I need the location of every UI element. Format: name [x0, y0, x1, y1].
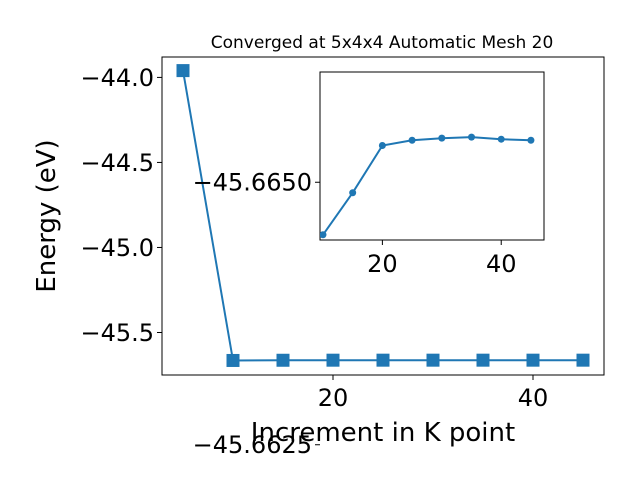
data-point — [226, 353, 240, 367]
x-tick-label: 40 — [486, 250, 517, 278]
main-series-markers — [176, 64, 590, 367]
data-point — [349, 189, 357, 197]
y-tick-label: −44.5 — [80, 149, 154, 177]
main-axis-ticks: 20 40 −44.0 −44.5 −45.0 −45.5 — [80, 64, 548, 412]
data-point — [576, 353, 590, 367]
data-point — [176, 64, 190, 78]
main-plot: Converged at 5x4x4 Automatic Mesh 20 20 4… — [32, 33, 605, 448]
data-point — [320, 231, 327, 239]
data-point — [378, 142, 386, 149]
data-point — [426, 353, 440, 367]
x-axis-label: Increment in K point — [251, 418, 515, 448]
data-point — [438, 134, 446, 142]
inset-plot-frame — [319, 71, 545, 241]
data-point — [408, 136, 416, 144]
data-point — [376, 353, 390, 367]
y-tick-label: −44.0 — [80, 64, 154, 92]
inset-plot: 20 40 −45.6650 −45.6625 — [193, 71, 545, 460]
x-tick-label: 20 — [367, 250, 398, 278]
y-tick-label: −45.5 — [80, 319, 154, 347]
data-point — [326, 353, 340, 367]
data-point — [476, 353, 490, 367]
inset-series-markers — [320, 133, 535, 239]
main-plot-frame — [161, 56, 605, 376]
x-tick-label: 40 — [518, 384, 549, 412]
data-point — [527, 136, 535, 144]
data-point — [526, 353, 540, 367]
inset-series-line — [322, 136, 531, 236]
data-point — [468, 133, 476, 141]
chart-title: Converged at 5x4x4 Automatic Mesh 20 — [211, 33, 554, 53]
y-tick-label: −45.0 — [80, 234, 154, 262]
x-tick-label: 20 — [318, 384, 349, 412]
data-point — [497, 135, 505, 143]
y-tick-label: −45.6625 — [193, 431, 312, 459]
y-axis-label: Energy (eV) — [32, 139, 62, 292]
data-point — [276, 353, 290, 367]
inset-plot-background — [320, 72, 544, 240]
inset-axis-ticks: 20 40 −45.6650 −45.6625 — [193, 169, 517, 460]
y-tick-label: −45.6650 — [193, 169, 312, 197]
